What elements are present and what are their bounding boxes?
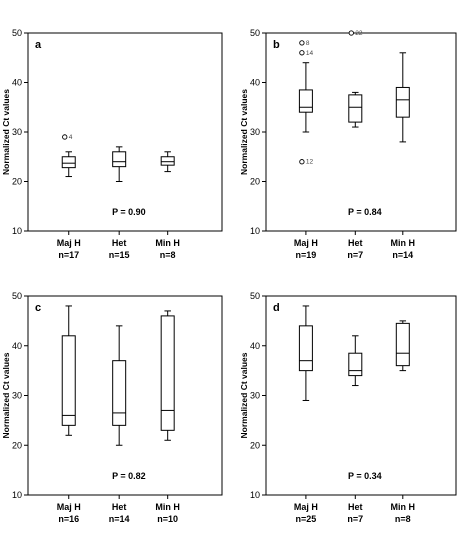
panel-c-category-label: Het	[112, 502, 127, 512]
panel-b-plot-frame	[265, 32, 457, 232]
panel-d-n-label: n=25	[296, 514, 317, 524]
panel-c-y-axis-label: Normalized Ct values	[1, 352, 11, 438]
panel-c-n-label: n=10	[157, 514, 178, 524]
panel-b-box-min-h	[395, 52, 410, 143]
panel-d-category-label: Het	[348, 502, 363, 512]
panel-b-y-axis-label: Normalized Ct values	[239, 89, 249, 175]
panel-c-n-label: n=16	[58, 514, 79, 524]
panel-b-y-tick-label: 50	[250, 28, 260, 38]
panel-d-y-axis-label: Normalized Ct values	[239, 352, 249, 438]
panel-a-plot-frame	[27, 32, 223, 232]
panel-d-iqr-box	[395, 322, 410, 367]
panel-c-iqr-box	[61, 335, 76, 426]
panel-c-y-tick-label: 30	[12, 391, 22, 401]
panel-d-n-label: n=7	[347, 514, 363, 524]
panel-b-box-maj-h: 8 14 12	[298, 40, 314, 166]
panel-d-iqr-box	[348, 352, 363, 377]
panel-b-outlier-point	[299, 159, 305, 165]
panel-d-y-tick-label: 50	[250, 291, 260, 301]
panel-a-n-label: n=17	[58, 250, 79, 260]
panel-b-y-tick-label: 40	[250, 78, 260, 88]
panel-a-y-tick-label: 50	[12, 28, 22, 38]
panel-a-y-tick-label: 10	[12, 226, 22, 236]
panel-a-letter: a	[35, 39, 42, 51]
panel-b-outlier-label: 8	[306, 40, 310, 47]
panel-d-box-het	[348, 335, 363, 387]
panel-d-y-tick-label: 10	[250, 490, 260, 500]
panel-a-box-maj-h: 4	[61, 134, 76, 178]
panel-a-y-tick-label: 30	[12, 127, 22, 137]
panel-a-outlier-label: 4	[69, 134, 73, 141]
panel-a-box-het	[112, 146, 127, 182]
panel-b-y-tick-label: 30	[250, 127, 260, 137]
panel-c-n-label: n=14	[109, 514, 130, 524]
panel-b-outlier-point	[299, 40, 305, 46]
panel-b-outlier-point	[299, 50, 305, 56]
panel-d-y-tick-label: 30	[250, 391, 260, 401]
panel-b-category-label: Maj H	[294, 238, 318, 248]
panel-c-category-label: Min H	[155, 502, 180, 512]
panel-a-p-value: P = 0.90	[112, 207, 146, 217]
panel-d-letter: d	[273, 302, 280, 314]
panel-b-outlier-point	[348, 30, 354, 36]
panel-c-y-tick-label: 50	[12, 291, 22, 301]
panel-a-y-axis-label: Normalized Ct values	[1, 89, 11, 175]
panel-b-p-value: P = 0.84	[348, 207, 382, 217]
panel-a-outlier-point	[62, 134, 68, 140]
panel-d-category-label: Min H	[391, 502, 416, 512]
panel-d-plot-frame	[265, 295, 457, 496]
panel-c-iqr-box	[160, 315, 175, 431]
panel-a-n-label: n=8	[160, 250, 176, 260]
panel-d-iqr-box	[298, 325, 313, 372]
panel-b-n-label: n=7	[347, 250, 363, 260]
panel-c-y-tick-label: 10	[12, 490, 22, 500]
panel-c-iqr-box	[112, 360, 127, 426]
panel-b-category-label: Min H	[391, 238, 416, 248]
panel-c-box-het	[112, 325, 127, 446]
panel-d-box-maj-h	[298, 305, 313, 401]
panel-b-n-label: n=19	[296, 250, 317, 260]
panel-b-letter: b	[273, 39, 280, 51]
panel-a-category-label: Maj H	[57, 238, 81, 248]
panel-c-y-tick-label: 40	[12, 341, 22, 351]
panel-b-category-label: Het	[348, 238, 363, 248]
panel-a-y-tick-label: 20	[12, 177, 22, 187]
panel-b-iqr-box	[298, 89, 313, 113]
panel-a-category-label: Min H	[155, 238, 180, 248]
panel-d-y-tick-label: 20	[250, 440, 260, 450]
panel-c: 10 20 30 40 50 Normalized Ct values c P = 0.82 M…	[1, 291, 223, 524]
panel-d-box-min-h	[395, 320, 410, 372]
panel-a: 10 20 30 40 50 Normalized Ct values a P = 0.90 4…	[1, 28, 223, 260]
panel-c-box-min-h	[160, 310, 175, 441]
panel-d-category-label: Maj H	[294, 502, 318, 512]
panel-b-y-tick-label: 20	[250, 177, 260, 187]
panel-b-outlier-label: 14	[306, 50, 314, 57]
panel-d-y-tick-label: 40	[250, 341, 260, 351]
panel-b-iqr-box	[348, 94, 363, 123]
panel-b-box-het: 22	[348, 30, 363, 128]
panel-c-box-maj-h	[61, 305, 76, 436]
panel-a-category-label: Het	[112, 238, 127, 248]
panel-c-letter: c	[35, 302, 41, 314]
panel-a-iqr-box	[160, 156, 175, 166]
panel-a-y-tick-label: 40	[12, 78, 22, 88]
panel-b-outlier-label: 12	[306, 159, 314, 166]
panel-b: 10 20 30 40 50 Normalized Ct values b P = 0.84 8…	[239, 28, 457, 260]
panel-c-category-label: Maj H	[57, 502, 81, 512]
panel-d: 10 20 30 40 50 Normalized Ct values d P = 0.34 M…	[239, 291, 457, 524]
panel-b-iqr-box	[395, 86, 410, 118]
panel-a-iqr-box	[112, 151, 127, 168]
panel-c-y-tick-label: 20	[12, 440, 22, 450]
panel-a-iqr-box	[61, 156, 76, 169]
panel-b-outlier-label: 22	[355, 30, 363, 37]
panel-a-box-min-h	[160, 151, 175, 173]
panel-c-p-value: P = 0.82	[112, 471, 146, 481]
panel-d-n-label: n=8	[395, 514, 411, 524]
panel-b-n-label: n=14	[392, 250, 413, 260]
panel-d-p-value: P = 0.34	[348, 471, 382, 481]
panel-b-y-tick-label: 10	[250, 226, 260, 236]
panel-a-n-label: n=15	[109, 250, 130, 260]
